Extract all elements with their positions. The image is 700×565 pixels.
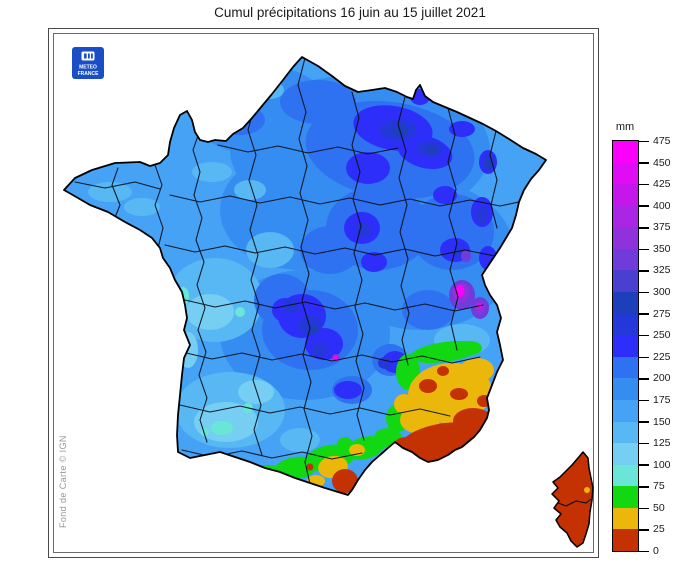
legend-tick-label: 325 xyxy=(653,264,671,277)
precipitation-legend: mm 475 450 425 400 375 350 325 300 275 250 225 200 1… xyxy=(612,121,700,565)
legend-color-bar xyxy=(612,140,639,552)
legend-tick xyxy=(639,507,649,510)
legend-tick xyxy=(639,378,649,380)
legend-tick xyxy=(639,486,649,488)
legend-tick-label: 250 xyxy=(653,329,671,342)
legend-tick-label: 275 xyxy=(653,307,671,320)
legend-band-200-225 xyxy=(613,356,638,379)
legend-tick xyxy=(639,162,649,164)
logo-text-line1: METEO xyxy=(79,65,97,71)
legend-tick xyxy=(639,248,649,251)
map-frame-outer xyxy=(48,28,599,558)
page-title: Cumul précipitations 16 juin au 15 juill… xyxy=(214,5,486,20)
legend-band-175-200 xyxy=(613,378,638,400)
legend-unit-label: mm xyxy=(615,121,635,133)
department-boundaries xyxy=(74,57,529,485)
france-outline xyxy=(63,56,547,496)
legend-tick xyxy=(639,550,649,553)
map-credit: Fond de Carte © IGN xyxy=(58,435,68,528)
legend-tick-label: 0 xyxy=(653,545,659,557)
legend-band-100-125 xyxy=(613,443,638,465)
legend-tick-label: 400 xyxy=(653,199,671,212)
legend-tick-label: 350 xyxy=(653,242,671,255)
legend-band-425-450 xyxy=(613,162,638,185)
map-frame-inner xyxy=(53,33,594,553)
legend-tick-label: 150 xyxy=(653,415,671,428)
legend-tick xyxy=(639,270,649,272)
legend-band-375-400 xyxy=(613,205,638,228)
legend-band-300-325 xyxy=(613,270,638,293)
legend-band-350-375 xyxy=(613,227,638,249)
legend-band-150-175 xyxy=(613,399,638,422)
legend-ticks: 475 450 425 400 375 350 325 300 275 250 225 200 175 1… xyxy=(612,135,700,557)
legend-tick xyxy=(639,313,649,315)
meteo-france-logo: METEO FRANCE xyxy=(72,47,104,79)
legend-tick-label: 375 xyxy=(653,221,671,234)
legend-tick-label: 200 xyxy=(653,372,671,385)
legend-band-75-100 xyxy=(613,464,638,487)
legend-tick-label: 100 xyxy=(653,458,671,471)
legend-tick xyxy=(639,205,649,207)
legend-tick-label: 475 xyxy=(653,135,671,147)
legend-band-125-150 xyxy=(613,421,638,444)
legend-tick xyxy=(639,183,649,186)
legend-tick-label: 425 xyxy=(653,178,671,191)
legend-tick xyxy=(639,421,649,423)
legend-tick-label: 175 xyxy=(653,393,671,406)
legend-tick-label: 75 xyxy=(653,480,665,493)
legend-tick xyxy=(639,140,649,143)
legend-band-250-275 xyxy=(613,313,638,336)
legend-tick-label: 50 xyxy=(653,501,665,514)
legend-tick xyxy=(639,529,649,531)
legend-band-50-75 xyxy=(613,486,638,508)
legend-band-275-300 xyxy=(613,292,638,314)
legend-tick-label: 300 xyxy=(653,286,671,299)
precipitation-layers xyxy=(64,57,546,495)
legend-tick xyxy=(639,334,649,337)
legend-tick xyxy=(639,227,649,229)
legend-band-400-425 xyxy=(613,184,638,206)
legend-tick xyxy=(639,399,649,402)
corsica xyxy=(551,451,594,548)
legend-tick xyxy=(639,291,649,294)
legend-tick-label: 125 xyxy=(653,437,671,450)
legend-band-225-250 xyxy=(613,335,638,357)
legend-tick xyxy=(639,442,649,445)
legend-tick xyxy=(639,464,649,466)
legend-tick-label: 25 xyxy=(653,523,665,536)
legend-tick xyxy=(639,356,649,359)
legend-band-325-350 xyxy=(613,248,638,271)
meteo-france-logo-image: METEO FRANCE xyxy=(72,47,104,79)
legend-tick-label: 225 xyxy=(653,350,671,363)
legend-band-0-25 xyxy=(613,529,638,551)
logo-text-line2: FRANCE xyxy=(78,71,99,77)
legend-band-25-50 xyxy=(613,507,638,530)
legend-band-450-475 xyxy=(613,141,638,163)
legend-tick-label: 450 xyxy=(653,156,671,169)
